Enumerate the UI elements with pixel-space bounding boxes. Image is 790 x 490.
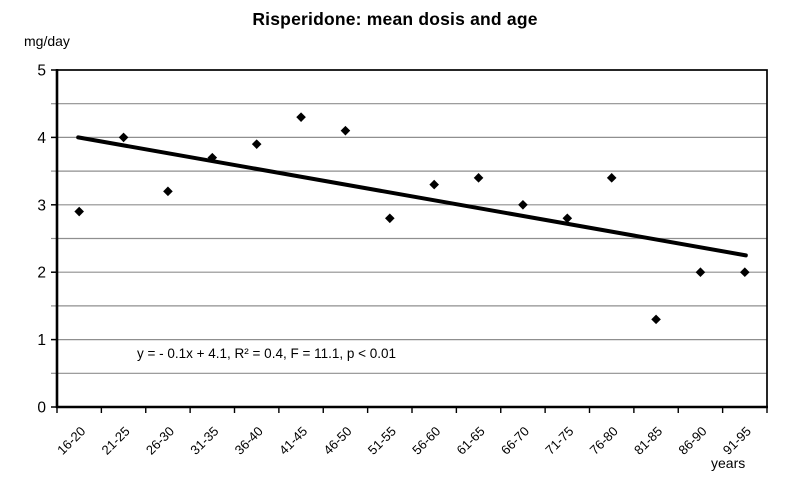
x-tick-label: 86-90 (675, 424, 709, 458)
x-tick-label: 46-50 (320, 424, 354, 458)
trend-line (76, 135, 748, 258)
x-tick-label: 26-30 (143, 424, 177, 458)
x-tick-label: 76-80 (587, 424, 621, 458)
data-point-diamond (695, 267, 706, 277)
y-axis-unit-label: mg/day (24, 33, 70, 49)
x-tick-label: 36-40 (232, 424, 266, 458)
chart-title: Risperidone: mean dosis and age (252, 9, 538, 29)
y-tick-label: 3 (37, 197, 46, 214)
data-point-diamond (606, 173, 617, 183)
x-tick-label: 81-85 (631, 424, 665, 458)
x-tick-label: 61-65 (454, 424, 488, 458)
data-point-diamond (429, 179, 439, 190)
data-point-diamond (385, 213, 395, 224)
x-tick-label: 56-60 (409, 424, 443, 458)
regression-annotation: y = - 0.1x + 4.1, R² = 0.4, F = 11.1, p … (137, 346, 397, 361)
x-tick-label: 41-45 (276, 424, 310, 458)
data-point-diamond (740, 267, 750, 277)
data-point-diamond (562, 213, 573, 224)
y-tick-label: 4 (37, 130, 46, 147)
x-tick-label: 31-35 (187, 424, 221, 458)
data-point-diamond (251, 139, 262, 149)
x-tick-label: 21-25 (99, 424, 133, 458)
data-point-diamond (296, 112, 306, 122)
x-tick-label: 16-20 (54, 424, 88, 458)
data-point-diamond (118, 132, 129, 143)
x-axis-unit-label: years (711, 455, 746, 471)
x-tick-label: 66-70 (498, 424, 532, 458)
data-point-diamond (207, 152, 218, 163)
y-tick-label: 1 (37, 332, 46, 349)
x-tick-label: 51-55 (365, 424, 399, 458)
data-point-diamond (74, 206, 84, 217)
y-tick-label: 2 (37, 265, 46, 282)
data-point-diamond (651, 314, 661, 325)
data-point-diamond (340, 125, 351, 136)
data-point-diamond (163, 186, 173, 197)
y-tick-label: 0 (37, 400, 46, 417)
x-tick-label: 91-95 (720, 424, 754, 458)
data-point-diamond (473, 173, 484, 183)
data-point-diamond (518, 200, 528, 210)
y-tick-label: 5 (37, 63, 46, 80)
x-tick-label: 71-75 (542, 424, 576, 458)
